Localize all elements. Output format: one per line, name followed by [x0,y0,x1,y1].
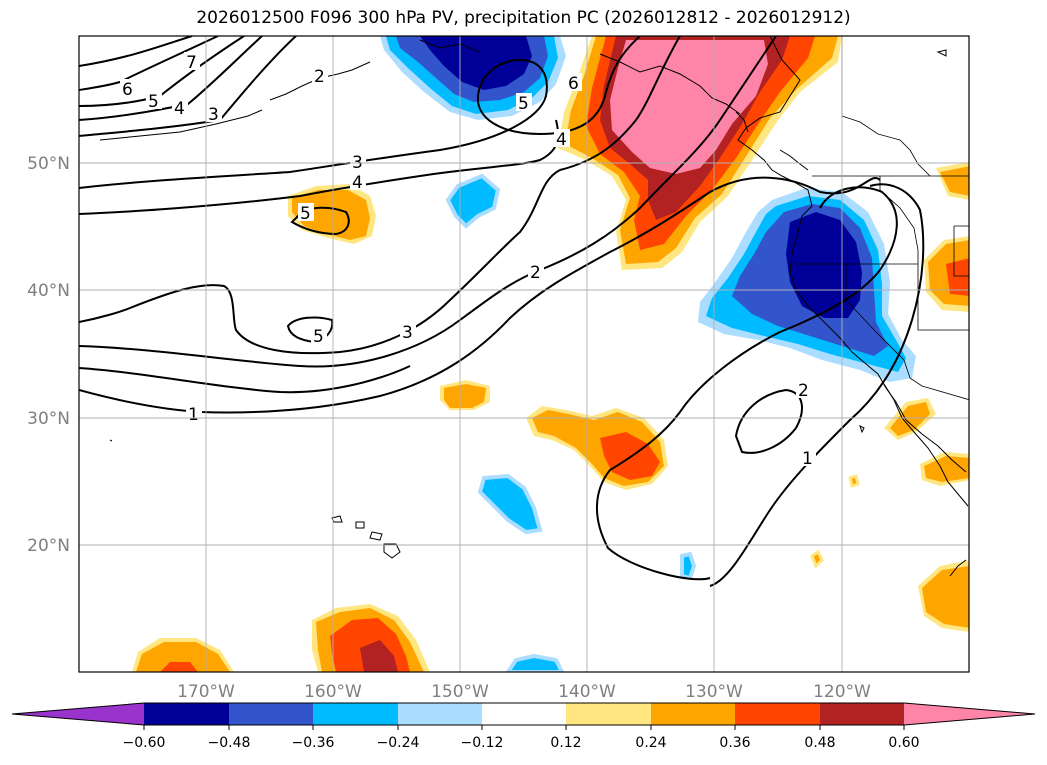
precip-positive-baja [884,398,969,486]
contour-label-3: 3 [208,105,219,125]
contour-label-5c: 5 [313,327,324,347]
precip-negative-small-1 [445,173,501,229]
contour-label-5d: 5 [518,94,529,114]
precip-positive-dot-2 [848,474,860,488]
colorbar-bin-7 [651,703,735,725]
precip-positive-mexico [918,560,969,632]
contour-label-4: 4 [174,99,185,119]
map-frame [78,35,970,673]
contour-label-3c: 3 [402,323,413,343]
precip-negative-alaska [380,36,566,120]
precip-positive-small-1 [288,184,376,244]
lon-tick-160w: 160°W [304,682,362,702]
lon-tick-170w: 170°W [177,682,235,702]
lat-tick-labels: 50°N 40°N 30°N 20°N [27,154,70,556]
colorbar-tick-4: −0.24 [377,735,420,751]
lon-tick-labels: 170°W 160°W 150°W 140°W 130°W 120°W [177,682,871,702]
colorbar-bin-3 [313,703,398,725]
contour-label-6b: 6 [568,74,579,94]
contour-label-4b: 4 [352,173,363,193]
lon-tick-130w: 130°W [685,682,743,702]
lat-tick-50n: 50°N [27,154,70,174]
colorbar-bin-5 [482,703,566,725]
lon-tick-120w: 120°W [813,682,871,702]
contour-label-2b: 2 [530,263,541,283]
contour-label-1: 1 [188,405,199,425]
contour-label-2: 2 [314,67,325,87]
map-area: 7 6 5 4 3 2 3 4 5 5 3 2 1 2 [79,36,969,672]
colorbar-tick-1: −0.60 [123,735,166,751]
colorbar-bin-9 [820,703,904,725]
contour-label-6: 6 [122,80,133,100]
contour-label-1b: 1 [802,449,813,469]
colorbar-bin-4 [398,703,482,725]
precip-negative-california [698,188,916,382]
pv-contour-labels: 7 6 5 4 3 2 3 4 5 5 3 2 1 2 [120,52,816,469]
colorbar-tick-5: −0.12 [461,735,504,751]
colorbar-tick-7: 0.24 [635,735,666,751]
precip-positive-central [526,406,668,490]
lat-tick-20n: 20°N [27,536,70,556]
precip-positive-rockies [924,162,969,312]
colorbar-bin-6 [566,703,651,725]
colorbar-tick-10: 0.60 [888,735,919,751]
colorbar-bin-1 [144,703,229,725]
contour-label-7: 7 [186,53,197,73]
precip-positive-south-1 [312,604,430,672]
map-title: 2026012500 F096 300 hPa PV, precipitatio… [196,8,851,28]
state-borders [796,36,969,401]
colorbar-tick-6: 0.12 [550,735,581,751]
colorbar-tick-2: −0.48 [208,735,251,751]
colorbar-extend-low [12,703,144,725]
lat-tick-40n: 40°N [27,281,70,301]
precip-negative-small-2 [477,473,543,535]
precip-positive-bc [558,36,842,270]
contour-label-4c: 4 [556,130,567,150]
lon-tick-140w: 140°W [558,682,616,702]
precip-positive-south-2 [132,638,234,672]
precip-negative-small-3 [680,551,697,581]
colorbar-tick-8: 0.36 [719,735,750,751]
colorbar-bin-8 [735,703,820,725]
colorbar-tick-3: −0.36 [292,735,335,751]
contour-label-5b: 5 [300,204,311,224]
colorbar-extend-high [904,703,1035,725]
contour-label-2c: 2 [798,381,809,401]
precip-negative-small-4 [505,653,565,672]
gridlines [79,36,969,672]
precip-positive-small-2 [440,380,490,410]
coastlines [99,36,969,577]
colorbar-tick-9: 0.48 [804,735,835,751]
precip-positive-dot-1 [810,549,824,569]
colorbar: −0.60 −0.48 −0.36 −0.24 −0.12 0.12 0.24 … [11,702,1036,751]
contour-label-5: 5 [148,92,159,112]
lon-tick-150w: 150°W [431,682,489,702]
colorbar-bin-2 [229,703,313,725]
lat-tick-30n: 30°N [27,409,70,429]
